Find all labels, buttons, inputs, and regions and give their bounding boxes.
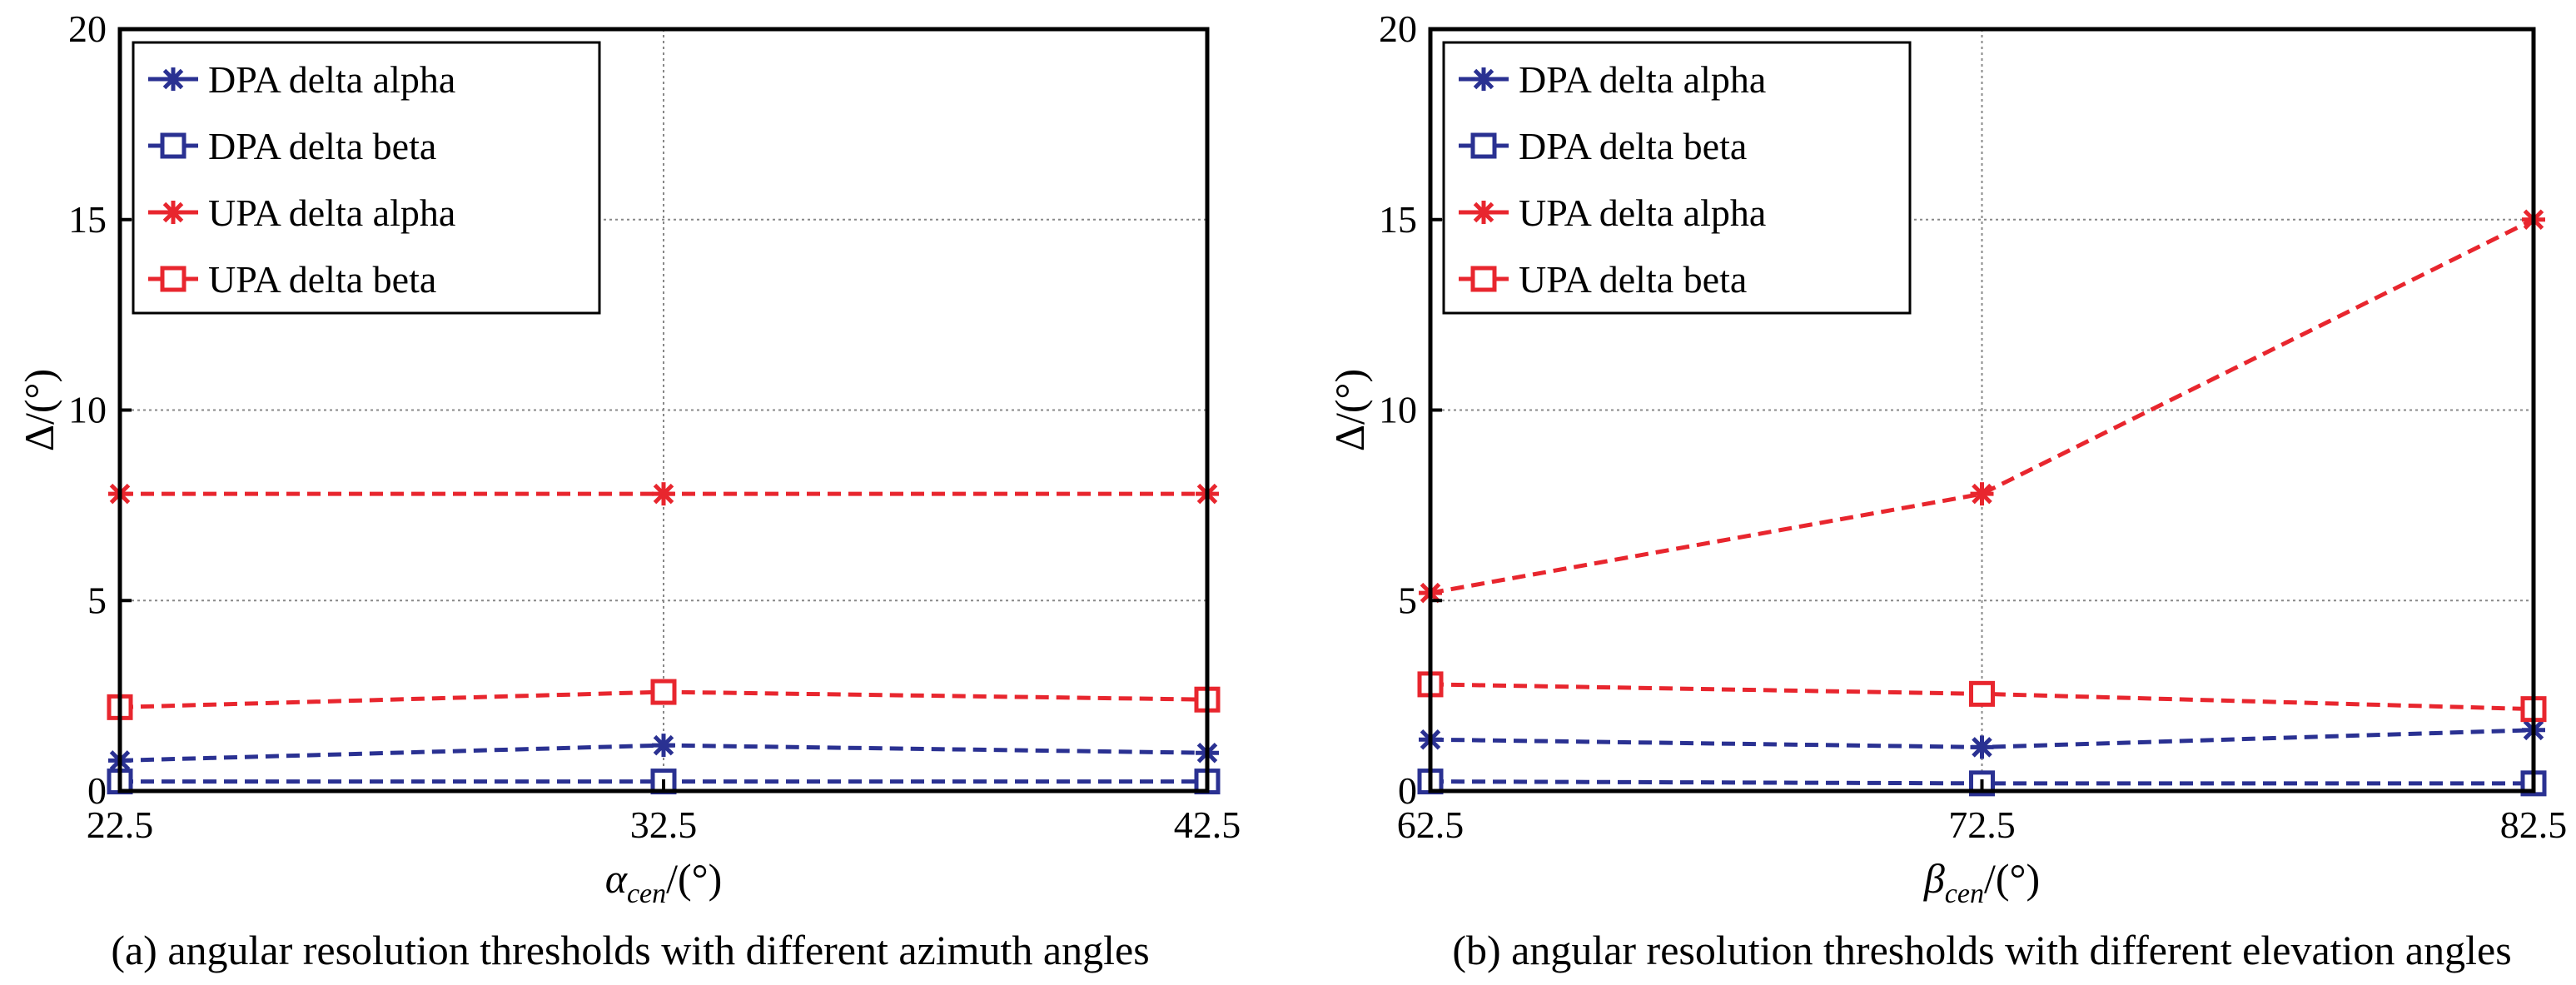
y-tick-label: 0 xyxy=(87,769,107,812)
x-tick-label: 22.5 xyxy=(87,803,154,846)
legend-marker-star-d2 xyxy=(1473,68,1494,90)
legend-marker-star xyxy=(1472,201,1495,224)
panel-caption: (a) angular resolution thresholds with d… xyxy=(111,927,1149,973)
x-axis-label: αcen/(°) xyxy=(605,855,723,909)
legend-box xyxy=(1442,41,1912,315)
data-point-square xyxy=(650,679,677,705)
y-tick-label: 5 xyxy=(1398,579,1417,621)
legend-item: UPA delta beta xyxy=(148,258,436,301)
legend-label: UPA delta alpha xyxy=(208,192,455,234)
legend-marker-star-d2 xyxy=(162,201,184,223)
legend-label: DPA delta alpha xyxy=(1519,58,1766,101)
legend-label: DPA delta beta xyxy=(208,125,436,167)
x-axis-subscript: cen xyxy=(627,878,666,909)
legend-marker-square xyxy=(160,132,186,159)
x-tick-label: 82.5 xyxy=(2500,803,2568,846)
y-axis-label: Δ/(°) xyxy=(1326,369,1373,451)
x-tick-label: 32.5 xyxy=(630,803,698,846)
legend-item: UPA delta beta xyxy=(1459,258,1747,301)
legend-item: DPA delta alpha xyxy=(1459,58,1766,101)
x-axis-symbol: α xyxy=(605,855,629,902)
legend: DPA delta alpha DPA delta beta UPA delta a… xyxy=(1442,41,1912,315)
legend-item: DPA delta alpha xyxy=(148,58,455,101)
data-point-star xyxy=(1970,735,1994,759)
legend-item: UPA delta alpha xyxy=(1459,192,1766,234)
legend-item: DPA delta beta xyxy=(148,125,436,167)
y-tick-label: 10 xyxy=(1379,389,1417,431)
y-tick-label: 20 xyxy=(68,7,107,50)
legend-marker-star-d2 xyxy=(162,68,184,90)
y-axis-label: Δ/(°) xyxy=(16,369,62,451)
x-tick-label: 72.5 xyxy=(1948,803,2016,846)
panel-caption: (b) angular resolution thresholds with d… xyxy=(1452,927,2511,973)
legend-marker-star xyxy=(162,67,185,91)
y-tick-label: 0 xyxy=(1398,769,1417,812)
y-tick-label: 20 xyxy=(1379,7,1417,50)
y-tick-label: 5 xyxy=(87,579,107,621)
legend-marker-star-d2 xyxy=(1473,201,1494,223)
legend-label: DPA delta beta xyxy=(1519,125,1747,167)
legend-marker-star xyxy=(1472,67,1495,91)
x-tick-label: 62.5 xyxy=(1397,803,1465,846)
data-point-star xyxy=(652,482,675,506)
data-point-star xyxy=(652,734,675,758)
chart-panel-a: 0 5 10 15 20 22.5 32.5 42.5 Δ/(°) αcen/(°) (a) ang… xyxy=(16,7,1241,973)
legend-label: UPA delta beta xyxy=(208,258,436,301)
data-point-star xyxy=(1970,482,1994,506)
legend-marker-square xyxy=(160,266,186,292)
y-tick-label: 15 xyxy=(68,198,107,241)
legend-marker-square xyxy=(1470,132,1497,159)
data-point-star-d2 xyxy=(1972,483,1992,505)
legend-label: DPA delta alpha xyxy=(208,58,455,101)
data-point-star-d2 xyxy=(653,734,674,756)
data-point-star-d2 xyxy=(653,483,674,505)
y-tick-label: 10 xyxy=(68,389,107,431)
legend: DPA delta alpha DPA delta beta UPA delta a… xyxy=(132,41,601,315)
y-tick-label: 15 xyxy=(1379,198,1417,241)
x-axis-unit: /(°) xyxy=(1984,855,2040,902)
legend-label: UPA delta alpha xyxy=(1519,192,1766,234)
legend-label: UPA delta beta xyxy=(1519,258,1747,301)
chart-panel-b: 0 5 10 15 20 62.5 72.5 82.5 Δ/(°) βcen/(°) (b) ang… xyxy=(1326,7,2567,973)
legend-marker-star xyxy=(162,201,185,224)
data-point-square xyxy=(1969,680,1995,707)
legend-box xyxy=(132,41,601,315)
legend-marker-square xyxy=(1470,266,1497,292)
x-tick-label: 42.5 xyxy=(1174,803,1241,846)
legend-item: UPA delta alpha xyxy=(148,192,455,234)
x-axis-unit: /(°) xyxy=(666,855,722,902)
legend-item: DPA delta beta xyxy=(1459,125,1747,167)
data-point-star-d2 xyxy=(1972,737,1992,758)
x-axis-subscript: cen xyxy=(1945,878,1984,909)
x-axis-symbol: β xyxy=(1923,855,1945,902)
x-axis-label: βcen/(°) xyxy=(1923,855,2040,909)
